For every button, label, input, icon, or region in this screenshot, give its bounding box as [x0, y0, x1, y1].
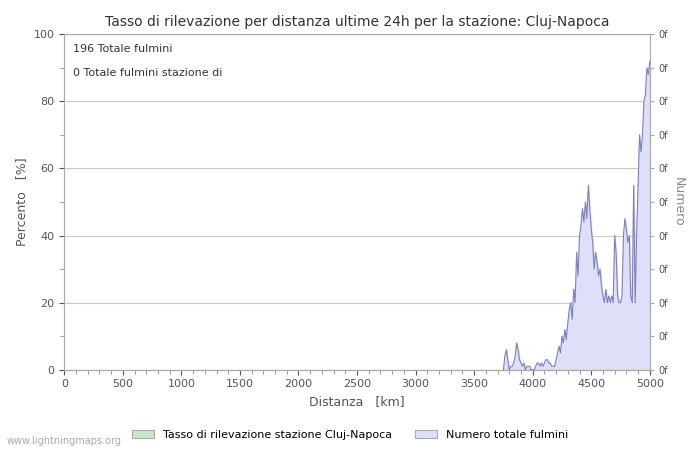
Text: 196 Totale fulmini: 196 Totale fulmini [73, 45, 173, 54]
Text: 0 Totale fulmini stazione di: 0 Totale fulmini stazione di [73, 68, 223, 78]
X-axis label: Distanza   [km]: Distanza [km] [309, 395, 405, 408]
Title: Tasso di rilevazione per distanza ultime 24h per la stazione: Cluj-Napoca: Tasso di rilevazione per distanza ultime… [105, 15, 609, 29]
Text: www.lightningmaps.org: www.lightningmaps.org [7, 436, 122, 446]
Legend: Tasso di rilevazione stazione Cluj-Napoca, Numero totale fulmini: Tasso di rilevazione stazione Cluj-Napoc… [127, 426, 573, 445]
Y-axis label: Numero: Numero [672, 177, 685, 227]
Y-axis label: Percento   [%]: Percento [%] [15, 158, 28, 246]
